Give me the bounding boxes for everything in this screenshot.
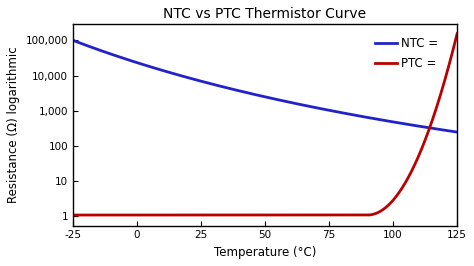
NTC =: [370, 117, 375, 120]
NTC =: [454, 131, 460, 134]
NTC =: [334, 110, 339, 113]
NTC =: [376, 118, 382, 121]
PTC =: [109, 213, 115, 217]
NTC =: [239, 90, 245, 93]
PTC =: [334, 213, 339, 217]
Y-axis label: Resistance (Ω) logarithmic: Resistance (Ω) logarithmic: [7, 46, 20, 203]
NTC =: [70, 39, 76, 42]
NTC =: [226, 86, 231, 90]
Line: PTC =: PTC =: [73, 34, 457, 215]
NTC =: [109, 53, 115, 56]
PTC =: [226, 213, 231, 217]
Legend: NTC =, PTC =: NTC =, PTC =: [371, 32, 443, 74]
Title: NTC vs PTC Thermistor Curve: NTC vs PTC Thermistor Curve: [164, 7, 366, 21]
PTC =: [239, 213, 245, 217]
PTC =: [370, 213, 375, 216]
Line: NTC =: NTC =: [73, 40, 457, 132]
X-axis label: Temperature (°C): Temperature (°C): [214, 246, 316, 259]
PTC =: [70, 213, 76, 217]
PTC =: [376, 210, 382, 213]
PTC =: [454, 32, 460, 35]
